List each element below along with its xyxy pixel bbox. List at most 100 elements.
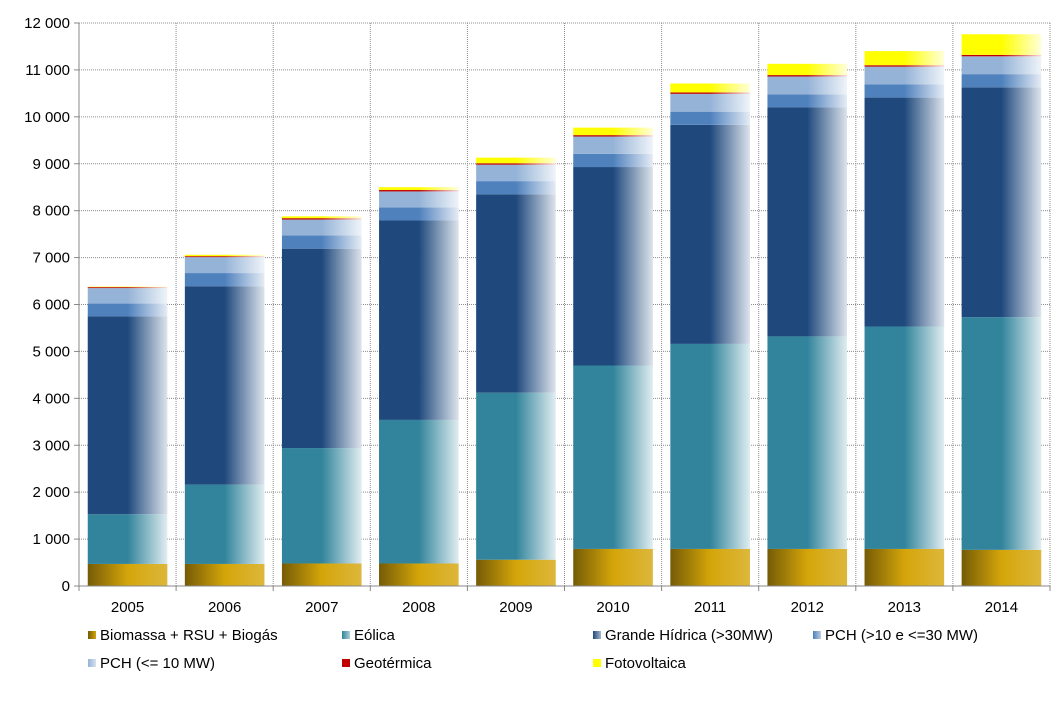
legend-label: Eólica [354, 626, 395, 644]
y-tick-label: 2 000 [32, 484, 70, 501]
legend-item: Fotovoltaica [593, 652, 686, 674]
bar-segment-3-3 [379, 207, 459, 221]
bar-segment-2-0 [281, 563, 362, 586]
x-tick-label: 2011 [694, 599, 726, 616]
x-tick-label: 2009 [499, 599, 532, 616]
bar-segment-8-6 [864, 51, 945, 66]
bar-segment-1-2 [184, 286, 265, 485]
bar-segment-7-0 [767, 548, 848, 586]
y-tick-label: 12 000 [24, 15, 70, 32]
bar-segment-2-4 [281, 219, 362, 236]
bar-segment-0-4 [87, 288, 168, 304]
bar-segment-6-1 [670, 343, 750, 549]
bar-segment-3-1 [379, 419, 459, 564]
bar-segment-7-5 [767, 75, 848, 77]
bar-segment-5-0 [573, 548, 653, 586]
legend-label: PCH (<= 10 MW) [100, 654, 216, 672]
y-tick-label: 6 000 [32, 297, 70, 314]
legend-label: PCH (>10 e <=30 MW) [825, 626, 978, 644]
x-tick-label: 2008 [402, 599, 435, 616]
bar-segment-5-5 [573, 135, 653, 137]
bar-segment-6-3 [670, 111, 750, 125]
bar-segment-4-3 [476, 181, 556, 195]
legend-item: Geotérmica [342, 652, 432, 674]
legend-label: Fotovoltaica [605, 654, 686, 672]
bar-segment-2-5 [281, 218, 362, 220]
bar-segment-5-1 [573, 365, 653, 549]
bar-segment-1-4 [184, 257, 265, 274]
legend-item: Biomassa + RSU + Biogás [88, 624, 278, 646]
bar-segment-5-6 [573, 127, 653, 136]
legend-label: Biomassa + RSU + Biogás [100, 626, 278, 644]
bar-segment-2-6 [281, 216, 362, 219]
bar-segment-8-3 [864, 84, 945, 98]
y-tick-label: 11 000 [25, 62, 70, 79]
legend-swatch [813, 631, 821, 639]
y-tick-label: 10 000 [24, 109, 70, 126]
bar-segment-9-6 [961, 34, 1042, 55]
bar-segment-4-4 [476, 164, 556, 182]
y-tick-label: 8 000 [32, 203, 70, 220]
legend-label: Geotérmica [354, 654, 432, 672]
bar-segment-5-4 [573, 136, 653, 154]
legend-swatch [342, 659, 350, 667]
bar-segment-4-0 [476, 559, 556, 586]
bar-segment-1-5 [184, 256, 265, 258]
bar-segment-9-0 [961, 549, 1042, 586]
bar-segment-0-5 [87, 287, 168, 289]
bar-segment-9-1 [961, 317, 1042, 550]
bar-segment-9-5 [961, 54, 1042, 57]
x-tick-label: 2010 [596, 599, 629, 616]
legend-swatch [88, 631, 96, 639]
legend-swatch [593, 631, 601, 639]
bar-segment-3-0 [379, 563, 459, 586]
bar-segment-6-4 [670, 93, 750, 112]
legend-item: Eólica [342, 624, 395, 646]
y-tick-label: 1 000 [32, 531, 70, 548]
legend-label: Grande Hídrica (>30MW) [605, 626, 773, 644]
y-tick-label: 5 000 [32, 343, 70, 360]
x-tick-label: 2014 [985, 599, 1018, 616]
x-tick-label: 2012 [791, 599, 824, 616]
bar-segment-6-0 [670, 548, 750, 586]
bar-segment-2-2 [281, 248, 362, 449]
bar-segment-0-0 [87, 563, 168, 586]
legend-swatch [593, 659, 601, 667]
bar-segment-7-6 [767, 63, 848, 76]
bar-segment-7-2 [767, 107, 848, 337]
bar-segment-7-1 [767, 336, 848, 549]
bar-segment-8-1 [864, 326, 945, 549]
bar-segment-5-2 [573, 167, 653, 366]
legend-item: PCH (<= 10 MW) [88, 652, 215, 674]
axes: 0 1 000 2 000 3 000 4 000 5 000 6 000 7 000 8 00… [24, 15, 1051, 616]
bar-segment-1-3 [184, 273, 265, 287]
bar-segment-9-2 [961, 87, 1042, 318]
bar-segment-4-5 [476, 163, 556, 165]
x-tick-label: 2006 [208, 599, 241, 616]
bar-segment-1-1 [184, 484, 265, 564]
bar-segment-8-0 [864, 548, 945, 586]
bar-segment-4-1 [476, 392, 556, 560]
bar-segment-8-5 [864, 65, 945, 67]
bar-segment-0-1 [87, 514, 168, 564]
legend-item: PCH (>10 e <=30 MW) [813, 624, 978, 646]
y-tick-label: 7 000 [32, 250, 70, 267]
bar-segment-2-3 [281, 235, 362, 249]
bar-segment-1-0 [184, 563, 265, 586]
bar-segment-8-4 [864, 66, 945, 85]
bar-segment-9-4 [961, 56, 1042, 75]
bar-segment-3-5 [379, 190, 459, 192]
bar-segment-3-6 [379, 187, 459, 191]
bar-segment-7-3 [767, 94, 848, 108]
legend-swatch [342, 631, 350, 639]
bar-segment-1-6 [184, 254, 265, 257]
y-tick-label: 0 [62, 578, 70, 595]
bar-segment-6-6 [670, 83, 750, 93]
x-tick-label: 2007 [305, 599, 338, 616]
bar-segment-4-2 [476, 194, 556, 393]
bar-segment-6-2 [670, 124, 750, 344]
x-tick-label: 2013 [888, 599, 921, 616]
legend-swatch [88, 659, 96, 667]
legend-item: Grande Hídrica (>30MW) [593, 624, 773, 646]
